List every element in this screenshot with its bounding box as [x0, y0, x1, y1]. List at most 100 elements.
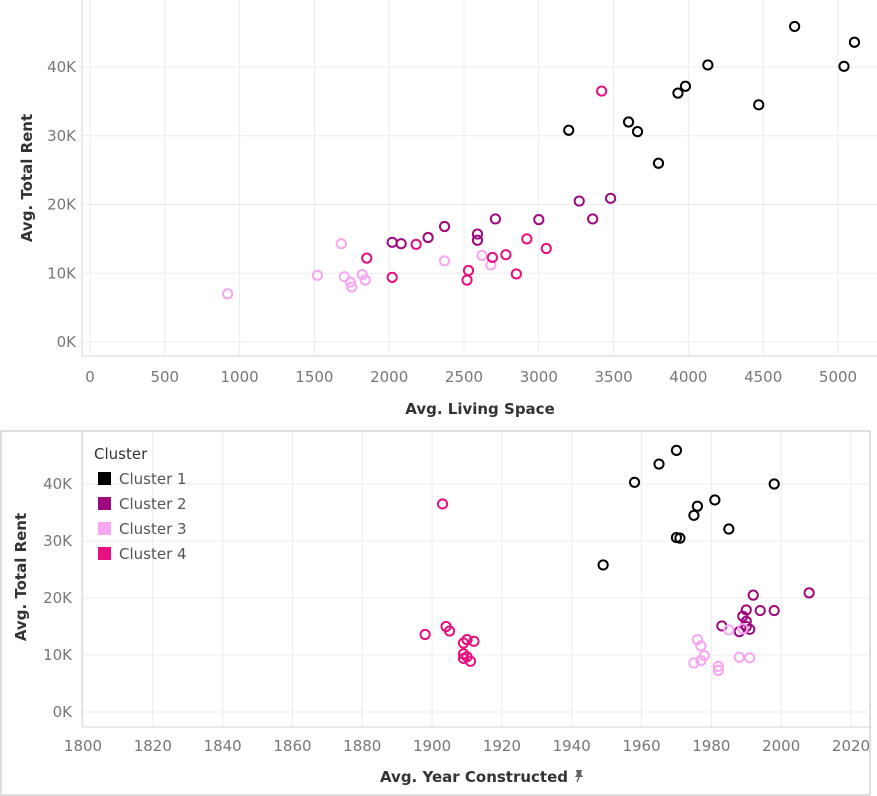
- data-point[interactable]: [691, 500, 704, 512]
- legend-item-cluster-1[interactable]: Cluster 1: [98, 470, 187, 488]
- legend-label: Cluster 3: [119, 520, 187, 538]
- data-point[interactable]: [702, 59, 714, 71]
- data-point[interactable]: [344, 276, 356, 288]
- data-point[interactable]: [311, 269, 323, 281]
- x-tick-label: 1000: [221, 368, 259, 386]
- year-constructed-scatter-panel: 0K 10K 20K 30K 40K 1800 1820 1840 1860 1880 1900 1…: [12, 431, 870, 786]
- data-point[interactable]: [468, 635, 480, 647]
- data-point[interactable]: [573, 195, 585, 207]
- data-point[interactable]: [443, 625, 456, 637]
- data-point[interactable]: [803, 587, 815, 599]
- legend-item-cluster-4[interactable]: Cluster 4: [98, 545, 187, 563]
- x-tick-label: 1920: [483, 737, 521, 755]
- data-point[interactable]: [733, 651, 745, 663]
- data-point[interactable]: [346, 281, 358, 293]
- data-point[interactable]: [489, 213, 502, 225]
- data-point[interactable]: [436, 498, 449, 510]
- y-tick-label: 0K: [53, 703, 74, 721]
- x-tick-label: 1980: [692, 737, 730, 755]
- y-tick-label: 10K: [47, 264, 77, 282]
- x-tick-label: 1500: [295, 368, 333, 386]
- data-point[interactable]: [335, 238, 347, 250]
- data-point[interactable]: [631, 126, 644, 138]
- data-point[interactable]: [540, 242, 552, 255]
- data-point[interactable]: [789, 20, 801, 33]
- data-point[interactable]: [438, 255, 451, 267]
- x-tick-label: 2000: [370, 368, 408, 386]
- data-point[interactable]: [712, 664, 724, 676]
- living-space-scatter-panel: 0K 10K 20K 30K 40K 0 500 1000 1500 2000 2500 3000 3…: [18, 0, 877, 418]
- data-point[interactable]: [622, 116, 635, 128]
- data-point[interactable]: [679, 80, 692, 92]
- y-axis-title: Avg. Total Rent: [12, 513, 30, 641]
- data-point[interactable]: [356, 269, 368, 281]
- data-point[interactable]: [510, 268, 522, 280]
- data-point[interactable]: [712, 660, 724, 673]
- x-tick-label: 0: [85, 368, 95, 386]
- data-point[interactable]: [471, 234, 484, 246]
- legend-item-cluster-2[interactable]: Cluster 2: [98, 495, 187, 513]
- data-point[interactable]: [462, 264, 475, 277]
- x-tick-label: 1820: [134, 737, 172, 755]
- data-point[interactable]: [597, 559, 609, 571]
- data-point[interactable]: [747, 589, 759, 601]
- data-point[interactable]: [485, 259, 497, 271]
- data-point[interactable]: [674, 532, 686, 544]
- data-point[interactable]: [422, 231, 434, 244]
- x-tick-label: 4000: [669, 368, 707, 386]
- data-point[interactable]: [521, 233, 533, 245]
- data-point[interactable]: [419, 628, 431, 641]
- data-point[interactable]: [410, 238, 422, 250]
- x-tick-label: 2000: [762, 737, 800, 755]
- data-point[interactable]: [688, 657, 700, 669]
- y-tick-label: 20K: [43, 589, 73, 607]
- data-point[interactable]: [723, 523, 735, 535]
- data-point[interactable]: [605, 192, 617, 204]
- data-point[interactable]: [670, 444, 683, 456]
- data-point[interactable]: [476, 249, 488, 261]
- pin-icon[interactable]: [575, 770, 583, 783]
- data-point[interactable]: [338, 271, 350, 283]
- data-point[interactable]: [533, 214, 545, 226]
- data-point[interactable]: [754, 604, 766, 617]
- legend-swatch: [98, 522, 111, 535]
- data-point[interactable]: [695, 640, 707, 652]
- data-point[interactable]: [395, 238, 407, 250]
- data-point[interactable]: [471, 228, 484, 240]
- x-tick-label: 3500: [595, 368, 633, 386]
- data-point[interactable]: [737, 623, 749, 635]
- data-point[interactable]: [628, 476, 641, 488]
- data-point[interactable]: [386, 271, 398, 283]
- data-point[interactable]: [486, 251, 499, 264]
- x-tick-label: 4500: [744, 368, 782, 386]
- x-tick-label: 2020: [832, 737, 870, 755]
- data-point[interactable]: [709, 494, 721, 506]
- data-point[interactable]: [652, 157, 665, 169]
- data-point[interactable]: [222, 288, 234, 300]
- legend-swatch: [98, 472, 111, 485]
- data-point[interactable]: [596, 85, 608, 97]
- data-point[interactable]: [361, 252, 373, 264]
- data-point[interactable]: [500, 249, 512, 261]
- data-point[interactable]: [740, 604, 752, 616]
- legend-item-cluster-3[interactable]: Cluster 3: [98, 520, 187, 538]
- data-point[interactable]: [359, 274, 371, 286]
- x-tick-label: 1900: [413, 737, 451, 755]
- data-point[interactable]: [848, 36, 861, 48]
- data-point[interactable]: [768, 604, 780, 617]
- data-point[interactable]: [653, 458, 665, 470]
- data-point[interactable]: [698, 649, 710, 662]
- data-point[interactable]: [723, 624, 735, 636]
- data-point[interactable]: [587, 213, 599, 225]
- data-point[interactable]: [838, 60, 850, 72]
- data-point[interactable]: [438, 220, 451, 233]
- data-point[interactable]: [768, 478, 780, 490]
- data-point[interactable]: [744, 652, 756, 664]
- data-point[interactable]: [461, 634, 473, 646]
- data-point[interactable]: [563, 124, 575, 136]
- data-point[interactable]: [688, 509, 700, 521]
- data-point[interactable]: [744, 623, 756, 635]
- data-point[interactable]: [753, 99, 765, 111]
- data-point[interactable]: [464, 655, 477, 667]
- data-point[interactable]: [672, 87, 684, 99]
